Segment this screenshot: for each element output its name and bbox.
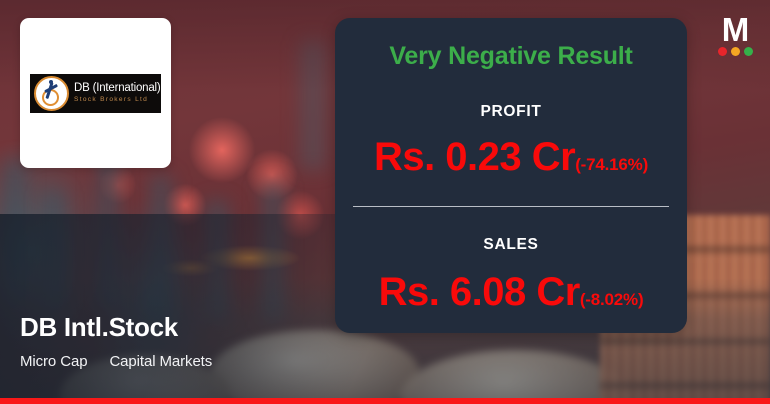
company-name: DB Intl.Stock xyxy=(20,312,178,342)
background-candlestick-bar xyxy=(300,40,326,170)
result-card: Very Negative Result PROFIT Rs. 0.23 Cr(… xyxy=(335,18,687,333)
brand-mark: M xyxy=(713,11,757,57)
brand-letter-m: M xyxy=(721,11,750,48)
db-emblem-icon xyxy=(34,75,69,111)
brand-amber-dot-icon xyxy=(730,47,740,57)
brand-red-dot-icon xyxy=(717,47,727,57)
metric-profit: PROFIT Rs. 0.23 Cr(-74.16%) xyxy=(353,103,669,177)
profit-change: (-74.16%) xyxy=(575,155,649,174)
company-logo: DB (International) Stock Brokers Ltd xyxy=(30,73,161,113)
sales-change: (-8.02%) xyxy=(579,290,644,309)
tag-sector: Capital Markets xyxy=(109,353,213,370)
result-verdict: Very Negative Result xyxy=(389,42,633,70)
metric-sales: SALES Rs. 6.08 Cr(-8.02%) xyxy=(353,236,669,312)
tag-market-cap: Micro Cap xyxy=(20,353,88,370)
bottom-accent-rule xyxy=(0,398,770,404)
metric-divider xyxy=(353,206,669,207)
logo-secondary-text: Stock Brokers Ltd xyxy=(74,95,149,103)
logo-primary-text: DB (International) xyxy=(74,81,161,94)
brand-dots xyxy=(713,47,757,57)
company-info: DB Intl.Stock Micro Cap Capital Markets xyxy=(20,314,212,370)
profit-label: PROFIT xyxy=(480,103,542,120)
company-tags: Micro Cap Capital Markets xyxy=(20,353,212,370)
profit-value: Rs. 0.23 Cr xyxy=(373,135,576,179)
sales-value: Rs. 6.08 Cr xyxy=(378,270,581,314)
profit-value-row: Rs. 0.23 Cr(-74.16%) xyxy=(353,137,669,177)
brand-green-dot-icon xyxy=(743,47,753,57)
sales-value-row: Rs. 6.08 Cr(-8.02%) xyxy=(353,272,669,312)
company-logo-card: DB (International) Stock Brokers Ltd xyxy=(20,18,171,168)
sales-label: SALES xyxy=(483,236,539,253)
